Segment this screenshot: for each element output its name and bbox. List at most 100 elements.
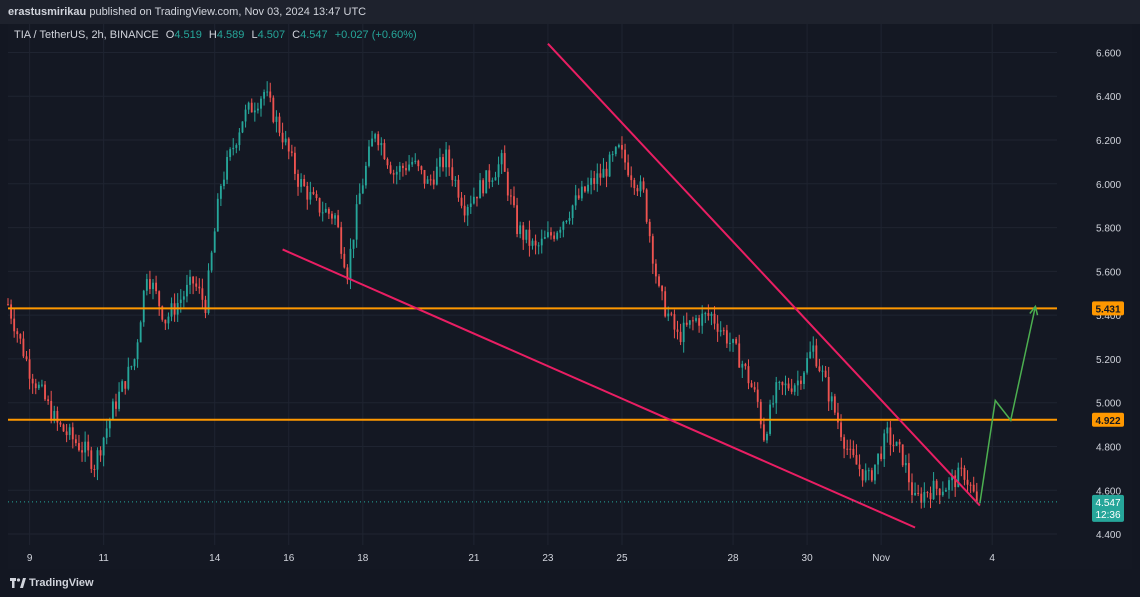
candle-body (164, 319, 167, 324)
candle-body (898, 441, 901, 445)
candle-body (158, 291, 161, 307)
candle (476, 196, 478, 207)
candle-body (59, 422, 62, 425)
candle (898, 439, 901, 453)
candle (127, 357, 130, 391)
candle (99, 446, 102, 462)
candle-body (846, 448, 849, 450)
publish-info-bar: erastusmirikau published on TradingView.… (0, 0, 1140, 24)
candle-body (886, 427, 889, 434)
candle-body (179, 299, 182, 304)
candle (593, 170, 596, 191)
candle (448, 145, 451, 176)
candle (784, 375, 787, 396)
candle-body (957, 467, 960, 488)
candle-body (506, 171, 509, 196)
candle (719, 321, 722, 337)
candle (155, 275, 158, 295)
chart-frame[interactable] (8, 24, 1132, 569)
candle (948, 477, 950, 499)
candle (426, 175, 429, 185)
candle (380, 137, 383, 156)
candle-body (229, 149, 232, 158)
candle-body (235, 145, 238, 148)
candle (624, 143, 626, 170)
candle (408, 155, 411, 172)
candle-body (115, 401, 117, 409)
candle-body (269, 91, 272, 98)
candle-body (65, 431, 68, 436)
candle-body (170, 303, 173, 317)
candle (889, 421, 892, 456)
price-chart[interactable]: 6.600 6.400 6.200 6.000 5.800 5.600 5.400 5.200… (0, 0, 1140, 569)
candle (182, 290, 185, 308)
candle-body (654, 263, 657, 277)
candle (352, 239, 355, 259)
candle-body (621, 145, 623, 150)
candle-body (260, 98, 262, 109)
candle-body (31, 378, 34, 384)
candle-body (624, 149, 626, 163)
candle (614, 146, 617, 157)
candle (951, 469, 954, 491)
candle (670, 311, 673, 317)
candle-body (263, 92, 266, 99)
candle (118, 382, 120, 412)
candle (867, 467, 870, 481)
candle (713, 306, 716, 330)
candle (90, 446, 93, 473)
published-text: published on TradingView.com, Nov 03, 20… (89, 6, 367, 18)
candle-body (571, 205, 574, 219)
candle-body (81, 450, 83, 453)
candle (858, 454, 861, 477)
candle (25, 350, 28, 362)
candle-body (439, 157, 441, 167)
candle (580, 180, 583, 202)
candle (781, 381, 784, 395)
candle-body (725, 330, 728, 344)
candle-body (411, 161, 414, 165)
candle (664, 286, 667, 318)
candle-body (519, 225, 522, 234)
candle-body (824, 370, 827, 378)
candle-body (883, 433, 886, 460)
tradingview-brand[interactable]: TradingView (10, 569, 94, 597)
candle (716, 315, 719, 342)
candle (457, 174, 460, 202)
candle (133, 358, 136, 371)
candle-body (405, 168, 407, 171)
candle-body (414, 160, 417, 162)
candle-body (155, 282, 158, 292)
candle-body (948, 480, 950, 490)
candle (22, 331, 25, 359)
candle (877, 453, 879, 475)
high-value: 4.589 (216, 29, 245, 41)
candle-body (497, 164, 500, 178)
candle-body (584, 186, 586, 192)
candle (420, 165, 423, 175)
candle (136, 339, 139, 368)
candle (423, 169, 426, 189)
candle (648, 218, 651, 243)
candle-body (960, 467, 963, 469)
candle-body (735, 339, 738, 344)
candle (300, 173, 303, 193)
candle-body (457, 179, 460, 198)
candle (37, 381, 40, 391)
candle (10, 299, 13, 325)
candle-body (337, 215, 340, 228)
candle (756, 382, 759, 408)
symbol-name[interactable]: TIA / TetherUS, 2h, BINANCE (14, 29, 159, 41)
level-price-tag (1092, 412, 1124, 427)
author-name[interactable]: erastusmirikau (8, 6, 87, 18)
candle (186, 274, 188, 303)
candle (158, 290, 161, 316)
candle (272, 95, 275, 124)
candle (411, 157, 414, 167)
candle-body (284, 138, 287, 143)
candle-body (849, 448, 852, 450)
candle-body (636, 188, 639, 192)
candle-body (216, 198, 219, 232)
candle (435, 158, 438, 186)
